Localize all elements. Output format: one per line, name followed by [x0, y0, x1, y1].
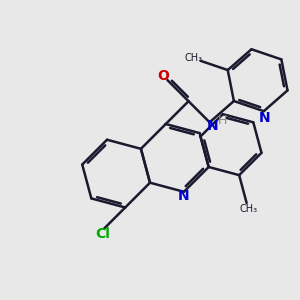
Text: N: N: [207, 119, 219, 133]
Text: N: N: [178, 189, 190, 203]
Text: CH₃: CH₃: [184, 53, 202, 63]
Text: CH₃: CH₃: [239, 204, 257, 214]
Text: H: H: [218, 114, 227, 127]
Text: O: O: [158, 69, 170, 83]
Text: N: N: [259, 111, 271, 124]
Text: Cl: Cl: [95, 227, 110, 241]
